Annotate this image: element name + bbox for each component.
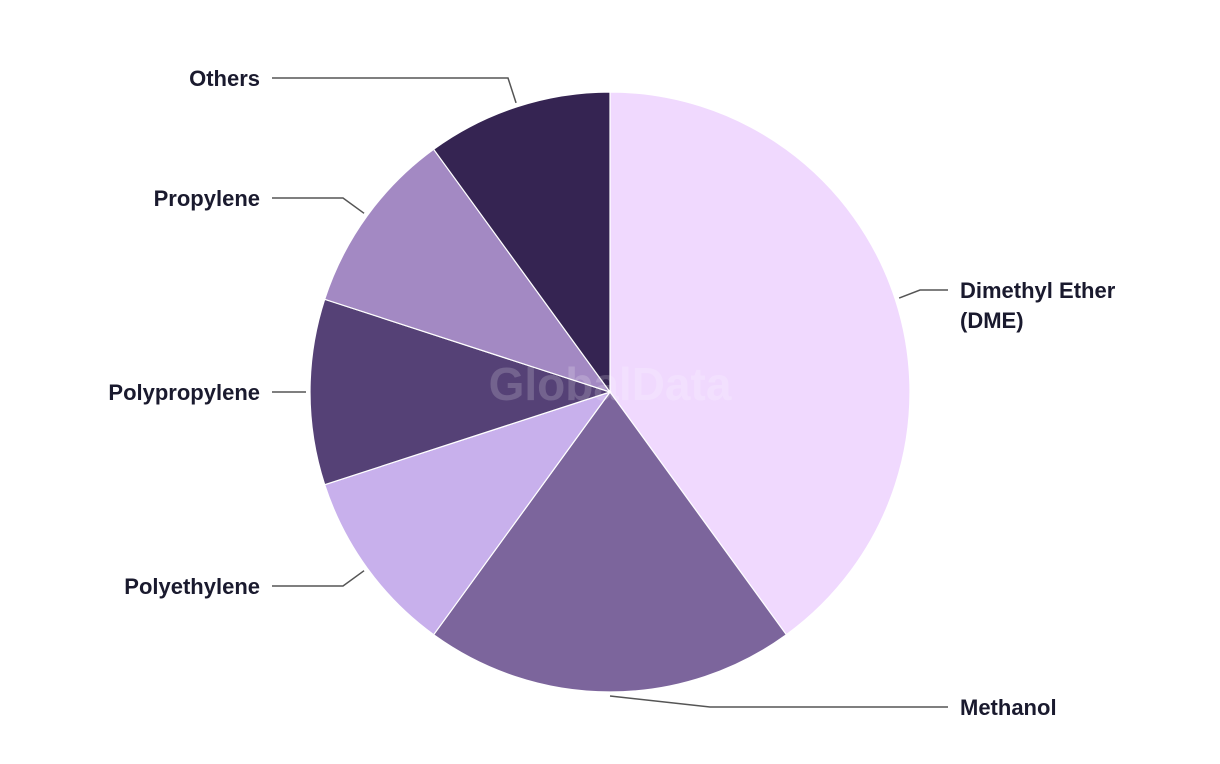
slice-label: Polyethylene — [124, 574, 260, 599]
slice-label: Methanol — [960, 695, 1057, 720]
slice-label: Polypropylene — [108, 380, 260, 405]
leader-line — [272, 570, 365, 587]
pie-slice-methanol — [432, 390, 788, 693]
slice-label-line: Propylene — [154, 186, 260, 211]
slice-label-line: Methanol — [960, 695, 1057, 720]
leader-line — [898, 289, 948, 299]
watermark-logo: GlobalData — [489, 358, 732, 410]
leader-line — [609, 695, 948, 708]
pie-slices — [309, 91, 911, 693]
slice-label-line: Polyethylene — [124, 574, 260, 599]
slice-label-line: Polypropylene — [108, 380, 260, 405]
pie-slice-polyethylene — [323, 390, 612, 636]
pie-slice-polypropylene — [309, 298, 612, 486]
leader-line — [272, 197, 365, 214]
slice-label-line: Others — [189, 66, 260, 91]
slice-label: Propylene — [154, 186, 260, 211]
slice-labels: Dimethyl Ether (DME) Methanol Polyethylene P… — [108, 66, 1115, 720]
slice-label: Others — [189, 66, 260, 91]
slice-label: Dimethyl Ether (DME) — [960, 278, 1116, 333]
pie-slice-propylene — [323, 148, 612, 394]
slice-label-line: (DME) — [960, 308, 1024, 333]
slice-label-line: Dimethyl Ether — [960, 278, 1116, 303]
pie-slice-others — [432, 91, 611, 394]
pie-slice-dimethyl-ether-dme — [609, 91, 911, 636]
leader-line — [272, 77, 517, 104]
